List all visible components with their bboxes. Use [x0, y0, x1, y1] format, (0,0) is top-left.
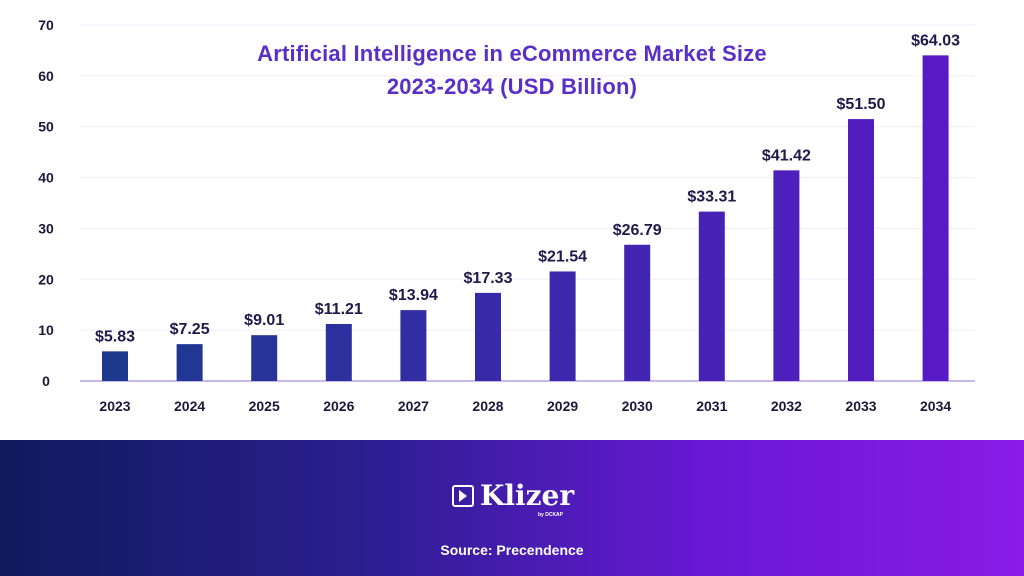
y-tick-label: 30 [38, 220, 54, 236]
y-tick-label: 0 [42, 373, 50, 389]
x-tick-label: 2028 [472, 398, 503, 414]
bar [176, 344, 203, 381]
bar [773, 170, 800, 381]
klizer-logo-icon [452, 485, 474, 507]
data-label: $9.01 [244, 312, 284, 329]
bar [549, 271, 576, 381]
chart-area: 0 10 20 30 40 50 60 70 $5.83 2023 $7.25 2024 $9.01 20… [38, 17, 975, 414]
bar [475, 292, 501, 381]
x-tick-label: 2029 [547, 398, 578, 414]
x-tick-label: 2027 [398, 398, 429, 414]
bar [400, 310, 427, 381]
y-tick-label: 40 [38, 170, 54, 186]
bar [102, 351, 128, 381]
chart-title-line-2: 2023-2034 (USD Billion) [386, 74, 638, 99]
x-tick-label: 2025 [249, 398, 280, 414]
bar [922, 55, 949, 381]
y-tick-label: 10 [38, 322, 54, 338]
x-tick-label: 2023 [99, 398, 130, 414]
klizer-logo: Klizer [452, 481, 574, 511]
data-label: $41.42 [762, 147, 811, 164]
x-tick-label: 2024 [174, 398, 205, 414]
data-label: $5.83 [95, 328, 135, 345]
bar [624, 244, 651, 381]
y-tick-label: 20 [38, 271, 54, 287]
y-tick-label: 70 [38, 17, 54, 33]
data-label: $51.50 [837, 96, 886, 113]
x-tick-label: 2031 [696, 398, 727, 414]
data-label: $13.94 [389, 287, 438, 304]
x-tick-label: 2030 [622, 398, 653, 414]
y-tick-label: 60 [38, 68, 54, 84]
x-tick-label: 2034 [920, 398, 951, 414]
data-label: $64.03 [911, 32, 960, 49]
data-label: $33.31 [687, 189, 736, 206]
bar [848, 119, 874, 381]
chart-title-line-1: Artificial Intelligence in eCommerce Mar… [257, 41, 767, 66]
bar [325, 323, 352, 381]
brand-name: Klizer [480, 479, 575, 512]
bar [698, 211, 725, 381]
data-label: $11.21 [315, 301, 363, 318]
data-label: $26.79 [613, 222, 662, 239]
bar-chart: 010203040506070$5.832023$7.252024$9.0120… [38, 17, 975, 414]
footer-banner: Klizer by DCKAP Source: Precendence [0, 440, 1024, 576]
x-tick-label: 2032 [771, 398, 802, 414]
brand-subtitle: by DCKAP [538, 512, 564, 518]
data-label: $21.54 [538, 248, 587, 265]
data-label: $17.33 [464, 270, 513, 287]
bar [251, 335, 278, 381]
x-tick-label: 2033 [845, 398, 876, 414]
x-tick-label: 2026 [323, 398, 354, 414]
source-note: Source: Precendence [440, 542, 584, 558]
data-label: $7.25 [170, 321, 210, 338]
y-tick-label: 50 [38, 119, 54, 135]
